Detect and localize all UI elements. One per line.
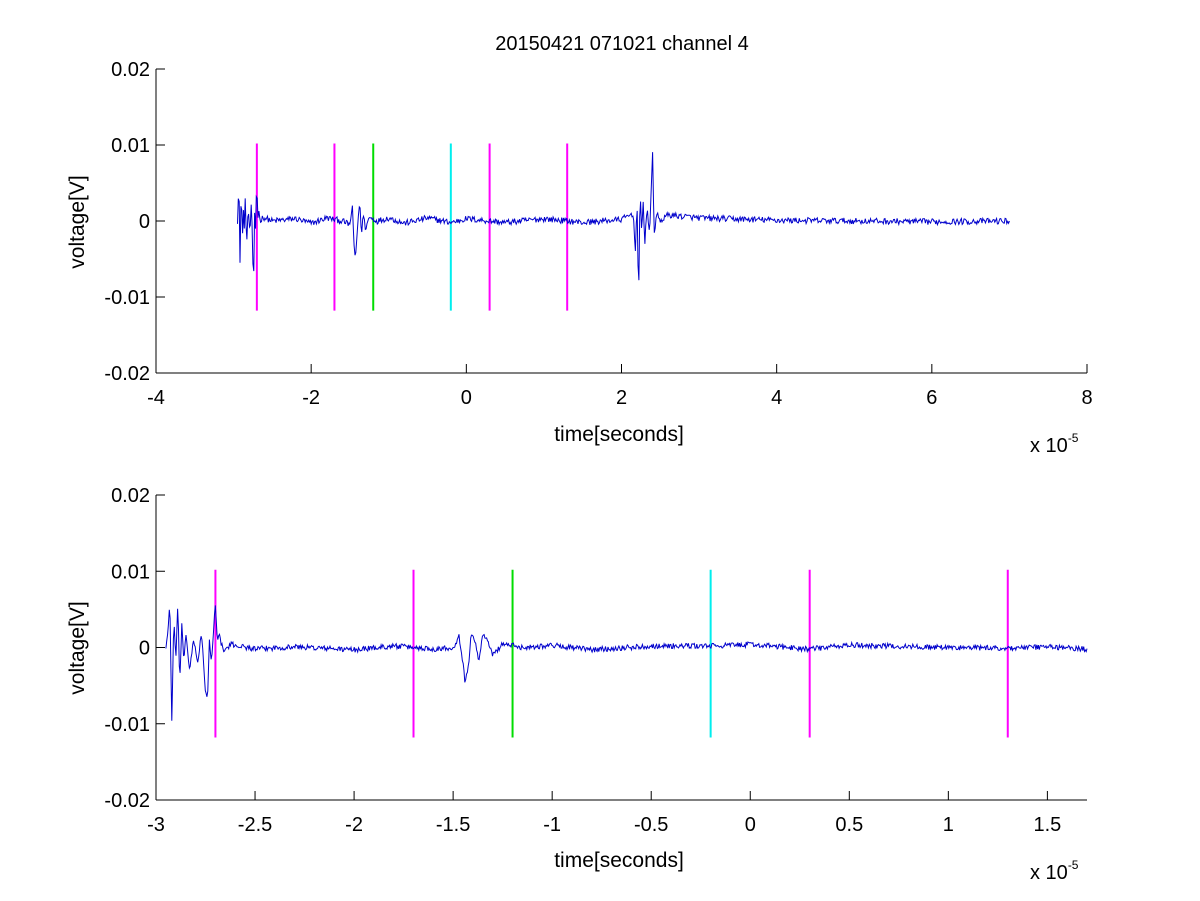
marker-lines-bottom xyxy=(214,569,1009,738)
y-ticks-top: -0.02 -0.01 0 0.01 0.02 xyxy=(104,59,165,385)
x-tick-label: -2 xyxy=(345,814,363,836)
x-tick-label: 0 xyxy=(461,387,472,409)
y-tick-label: -0.01 xyxy=(104,287,150,309)
x-tick-label: -1 xyxy=(543,814,561,836)
x-tick-label: 2 xyxy=(616,387,627,409)
x-tick-label: -1.5 xyxy=(436,814,470,836)
x-tick-label: -3 xyxy=(147,814,165,836)
x-ticks-bottom: -3 -2.5 -2 -1.5 -1 -0.5 0 0.5 1 1.5 xyxy=(147,791,1061,836)
x-exponent-top: x 10-5 xyxy=(1030,431,1079,457)
y-tick-label: 0 xyxy=(139,211,150,233)
x-tick-label: -2.5 xyxy=(238,814,272,836)
y-tick-label: 0 xyxy=(139,638,150,660)
x-exponent-base-bottom: x 10 xyxy=(1030,862,1068,884)
x-tick-label: -0.5 xyxy=(634,814,668,836)
x-tick-label: 0.5 xyxy=(835,814,863,836)
y-axis-label-top: voltage[V] xyxy=(66,175,89,268)
subplot-top: -4 -2 0 2 4 6 8 -0.02 -0.01 0 0.01 0.02 time[secon… xyxy=(66,59,1093,457)
signal-trace-bottom xyxy=(165,605,1088,721)
x-tick-label: 1 xyxy=(943,814,954,836)
x-tick-label: -2 xyxy=(302,387,320,409)
x-axis-label-top: time[seconds] xyxy=(554,423,684,446)
y-tick-label: -0.01 xyxy=(104,714,150,736)
y-axis-label-bottom: voltage[V] xyxy=(66,601,89,694)
x-tick-label: 6 xyxy=(926,387,937,409)
y-tick-label: 0.01 xyxy=(111,135,150,157)
x-exponent-bottom: x 10-5 xyxy=(1030,858,1079,884)
y-ticks-bottom: -0.02 -0.01 0 0.01 0.02 xyxy=(104,485,165,812)
x-tick-label: 1.5 xyxy=(1033,814,1061,836)
y-tick-label: 0.02 xyxy=(111,59,150,81)
subplot-bottom: -3 -2.5 -2 -1.5 -1 -0.5 0 0.5 1 1.5 -0.02 -0.01 0 0.… xyxy=(66,485,1088,884)
figure-title: 20150421 071021 channel 4 xyxy=(495,33,749,55)
x-axis-label-bottom: time[seconds] xyxy=(554,849,684,872)
x-exponent-power-bottom: -5 xyxy=(1068,858,1079,872)
signal-trace-top xyxy=(237,152,1010,281)
y-tick-label: -0.02 xyxy=(104,363,150,385)
y-tick-label: 0.01 xyxy=(111,561,150,583)
voltage-signal-line xyxy=(237,152,1010,281)
y-tick-label: -0.02 xyxy=(104,790,150,812)
y-tick-label: 0.02 xyxy=(111,485,150,507)
x-tick-label: 0 xyxy=(745,814,756,836)
x-tick-label: 8 xyxy=(1081,387,1092,409)
x-exponent-base-top: x 10 xyxy=(1030,435,1068,457)
marker-lines-top xyxy=(255,143,569,311)
x-tick-label: -4 xyxy=(147,387,165,409)
voltage-signal-line xyxy=(165,605,1088,721)
x-exponent-power-top: -5 xyxy=(1068,431,1079,445)
x-ticks-top: -4 -2 0 2 4 6 8 xyxy=(147,364,1093,409)
x-tick-label: 4 xyxy=(771,387,782,409)
